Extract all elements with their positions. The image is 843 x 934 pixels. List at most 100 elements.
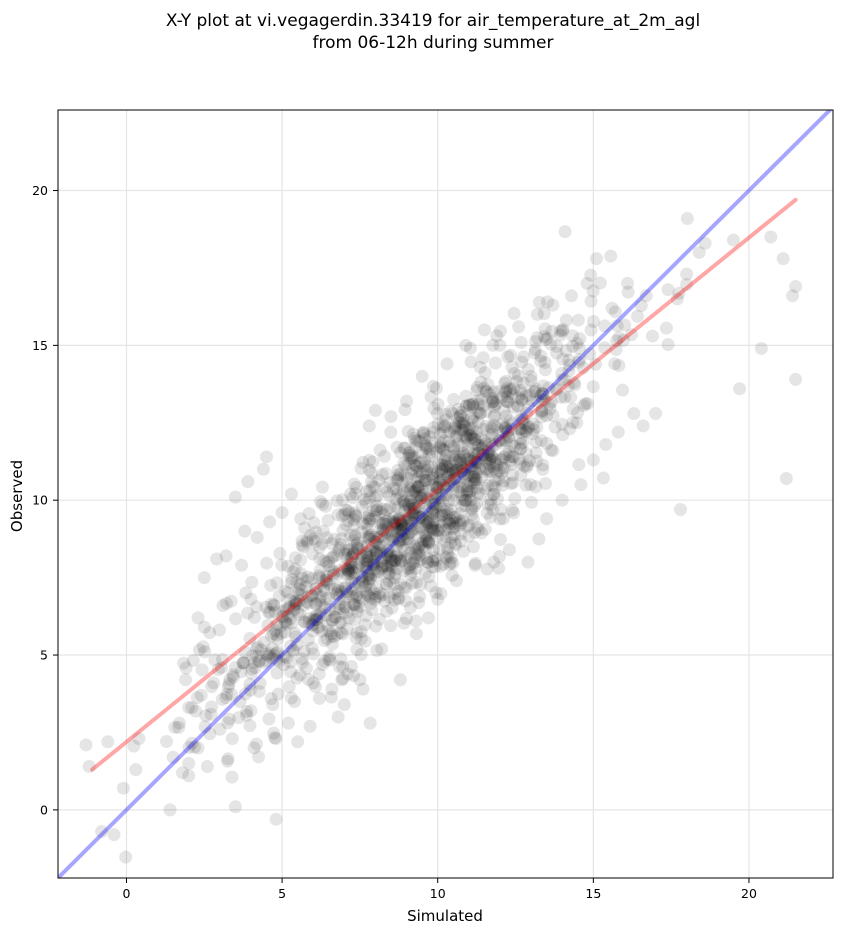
cloud-point [524, 374, 538, 388]
cloud-point [439, 551, 453, 565]
cloud-point [474, 393, 488, 407]
cloud-point [446, 466, 460, 480]
cloud-point [251, 640, 265, 654]
cloud-point [503, 450, 517, 463]
cloud-point [387, 482, 400, 496]
cloud-point [361, 568, 375, 582]
cloud-point [253, 676, 267, 690]
cloud-point [342, 611, 356, 625]
cloud-point [431, 491, 445, 505]
cloud-point [433, 439, 447, 453]
cloud-point [442, 435, 456, 449]
cloud-point [385, 553, 399, 567]
cloud-point [409, 542, 423, 556]
scatter-point [101, 735, 115, 749]
scatter-point [191, 741, 205, 755]
scatter-point [182, 756, 196, 770]
cloud-point [360, 554, 374, 568]
cloud-point [361, 555, 375, 569]
cloud-point [528, 384, 542, 398]
cloud-point [347, 534, 361, 548]
cloud-point [409, 483, 423, 497]
cloud-point [505, 360, 519, 374]
cloud-point [498, 376, 512, 390]
cloud-point [341, 562, 355, 576]
cloud-point [354, 632, 368, 645]
cloud-point [529, 446, 543, 460]
cloud-point [245, 662, 259, 676]
chart-title: X-Y plot at vi.vegagerdin.33419 for air_… [166, 11, 700, 31]
cloud-point [438, 534, 451, 548]
cloud-point [305, 618, 319, 632]
cloud-point [348, 577, 362, 591]
cloud-point [345, 542, 359, 556]
cloud-point [268, 605, 282, 619]
cloud-point [370, 532, 384, 546]
cloud-point [530, 454, 544, 468]
cloud-point [250, 649, 264, 663]
cloud-point [442, 475, 456, 489]
cloud-point [471, 405, 485, 419]
cloud-point [477, 381, 491, 395]
cloud-point [315, 480, 329, 494]
cloud-point [416, 426, 430, 440]
cloud-point [537, 307, 551, 321]
cloud-point [306, 624, 320, 638]
cloud-point [443, 466, 457, 480]
cloud-point [355, 525, 369, 539]
cloud-point [454, 516, 468, 530]
cloud-point [471, 446, 485, 460]
cloud-point [347, 513, 361, 527]
cloud-point [493, 512, 507, 526]
cloud-point [398, 468, 412, 482]
cloud-point [409, 459, 423, 472]
cloud-point [374, 539, 388, 553]
cloud-point [293, 608, 307, 621]
cloud-point [604, 249, 618, 263]
cloud-point [270, 666, 284, 680]
cloud-point [354, 461, 368, 475]
scatter-point [764, 230, 778, 244]
cloud-point [309, 597, 323, 611]
cloud-point [469, 556, 482, 570]
cloud-point [534, 389, 548, 403]
cloud-point [387, 511, 400, 525]
cloud-point [406, 463, 420, 477]
cloud-point [447, 442, 461, 456]
cloud-point [348, 572, 362, 586]
cloud-point [400, 513, 414, 527]
scatter-point [82, 760, 96, 774]
cloud-point [494, 452, 507, 466]
cloud-point [375, 468, 389, 482]
cloud-point [471, 452, 485, 466]
cloud-point [447, 440, 461, 454]
cloud-point [431, 524, 445, 538]
cloud-point [502, 429, 516, 443]
cloud-point [458, 463, 472, 477]
cloud-point [436, 420, 450, 434]
cloud-point [566, 339, 580, 353]
cloud-point [182, 740, 196, 754]
cloud-point [376, 559, 389, 573]
cloud-point [466, 512, 480, 526]
cloud-point [401, 562, 415, 576]
cloud-point [505, 417, 519, 431]
cloud-point [280, 617, 294, 631]
cloud-point [274, 626, 288, 640]
cloud-point [436, 557, 450, 571]
scatter-point [661, 283, 675, 297]
cloud-point [514, 423, 528, 437]
cloud-point [332, 602, 346, 616]
cloud-point [226, 670, 240, 684]
cloud-point [625, 328, 638, 342]
cloud-point [351, 561, 365, 575]
cloud-point [456, 480, 469, 493]
cloud-point [586, 284, 600, 298]
cloud-point [367, 555, 381, 569]
cloud-point [459, 457, 473, 471]
cloud-point [419, 534, 433, 548]
cloud-point [361, 522, 375, 536]
cloud-point [313, 552, 327, 566]
cloud-point [478, 366, 492, 380]
cloud-point [333, 616, 347, 630]
